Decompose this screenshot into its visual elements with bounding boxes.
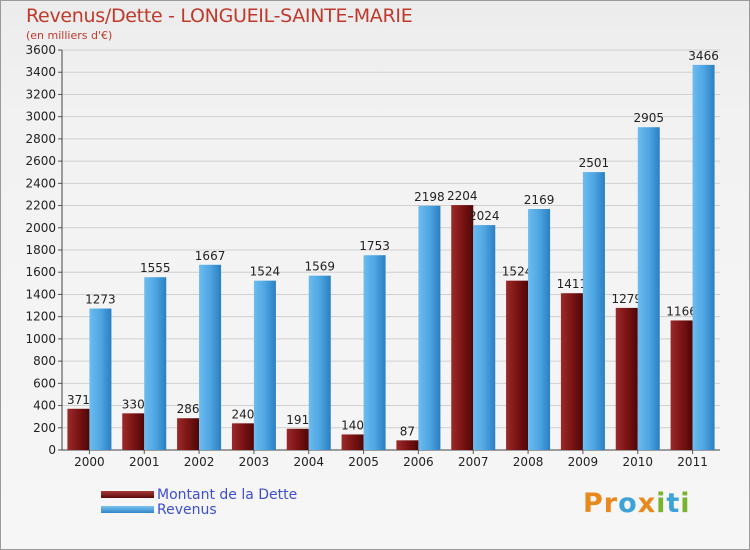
y-tick-label: 600 [33, 376, 56, 390]
x-tick-label: 2004 [293, 455, 324, 469]
y-tick-label: 200 [33, 421, 56, 435]
bar-revenus [473, 225, 496, 450]
data-label-revenus: 2024 [469, 209, 500, 223]
data-label-revenus: 2198 [414, 190, 445, 204]
x-tick-label: 2000 [74, 455, 105, 469]
legend-label-revenus: Revenus [157, 502, 217, 518]
y-tick-label: 2200 [25, 199, 56, 213]
chart-subtitle: (en milliers d'€) [26, 29, 113, 42]
data-label-dette: 87 [400, 424, 415, 438]
bar-dette [615, 307, 638, 450]
y-tick-label: 2000 [25, 221, 56, 235]
bar-dette [286, 428, 309, 450]
x-tick-label: 2009 [568, 455, 599, 469]
logo-letter: r [603, 488, 619, 519]
chart-title: Revenus/Dette - LONGUEIL-SAINTE-MARIE [26, 5, 413, 27]
legend-swatch-revenus [101, 506, 154, 513]
data-label-revenus: 3466 [688, 49, 719, 63]
legend-label-dette: Montant de la Dette [157, 487, 298, 503]
logo-letter: i [680, 488, 691, 519]
bar-dette [122, 413, 145, 450]
data-label-revenus: 2905 [633, 111, 664, 125]
data-label-dette: 240 [231, 407, 254, 421]
bar-revenus [582, 172, 605, 450]
bar-dette [560, 293, 583, 450]
x-tick-label: 2008 [513, 455, 544, 469]
logo-letter: t [666, 488, 681, 519]
data-label-dette: 1411 [557, 277, 588, 291]
data-label-revenus: 1273 [85, 293, 116, 307]
y-tick-label: 1600 [25, 265, 56, 279]
bar-dette [231, 423, 254, 450]
bar-revenus [418, 205, 441, 450]
legend-swatch-dette [101, 491, 154, 498]
data-label-dette: 1279 [611, 292, 642, 306]
x-tick-label: 2011 [677, 455, 708, 469]
legend-item-revenus: Revenus [101, 502, 321, 522]
logo-letter: i [656, 488, 667, 519]
y-tick-label: 2600 [25, 154, 56, 168]
bar-dette [67, 408, 90, 450]
x-tick-label: 2005 [348, 455, 379, 469]
data-label-revenus: 1569 [304, 260, 335, 274]
bar-dette [396, 440, 419, 450]
x-tick-label: 2006 [403, 455, 434, 469]
y-tick-label: 1200 [25, 310, 56, 324]
bar-dette [670, 320, 693, 450]
data-label-dette: 1524 [502, 265, 533, 279]
data-label-revenus: 2501 [579, 156, 610, 170]
y-tick-label: 3600 [25, 43, 56, 57]
y-tick-label: 0 [48, 443, 56, 457]
x-tick-label: 2001 [129, 455, 160, 469]
bar-revenus [308, 275, 331, 450]
y-tick-label: 3000 [25, 110, 56, 124]
bar-revenus [637, 127, 660, 450]
bar-dette [177, 418, 200, 450]
x-tick-label: 2003 [239, 455, 270, 469]
data-label-revenus: 1524 [250, 265, 281, 279]
bar-revenus [144, 277, 167, 450]
y-tick-label: 2400 [25, 176, 56, 190]
bar-dette [341, 434, 364, 450]
y-tick-label: 400 [33, 399, 56, 413]
x-tick-label: 2002 [184, 455, 215, 469]
logo-letter: o [618, 488, 638, 519]
y-tick-label: 2800 [25, 132, 56, 146]
bar-revenus [528, 209, 551, 450]
logo-letter: P [583, 488, 604, 519]
y-tick-label: 1400 [25, 287, 56, 301]
legend-item-dette: Montant de la Dette [101, 487, 321, 507]
bar-revenus [199, 264, 222, 450]
bar-revenus [89, 308, 112, 450]
bar-revenus [692, 64, 715, 450]
data-label-dette: 286 [177, 402, 200, 416]
x-tick-label: 2007 [458, 455, 489, 469]
data-label-dette: 140 [341, 418, 364, 432]
bar-revenus [253, 280, 276, 450]
proxiti-logo: Proxiti [583, 488, 691, 519]
y-tick-label: 3200 [25, 87, 56, 101]
x-tick-label: 2010 [622, 455, 653, 469]
bar-dette [451, 205, 474, 450]
data-label-dette: 1166 [666, 304, 697, 318]
y-tick-label: 1800 [25, 243, 56, 257]
y-tick-label: 3400 [25, 65, 56, 79]
data-label-revenus: 1753 [359, 239, 390, 253]
y-tick-label: 1000 [25, 332, 56, 346]
data-label-revenus: 1667 [195, 249, 226, 263]
y-tick-label: 800 [33, 354, 56, 368]
data-label-dette: 191 [286, 413, 309, 427]
data-label-revenus: 1555 [140, 261, 171, 275]
bar-dette [506, 280, 529, 450]
bar-revenus [363, 255, 386, 450]
data-label-dette: 2204 [447, 189, 478, 203]
data-label-revenus: 2169 [524, 193, 555, 207]
data-label-dette: 330 [122, 397, 145, 411]
data-label-dette: 371 [67, 393, 90, 407]
logo-letter: x [637, 488, 657, 519]
